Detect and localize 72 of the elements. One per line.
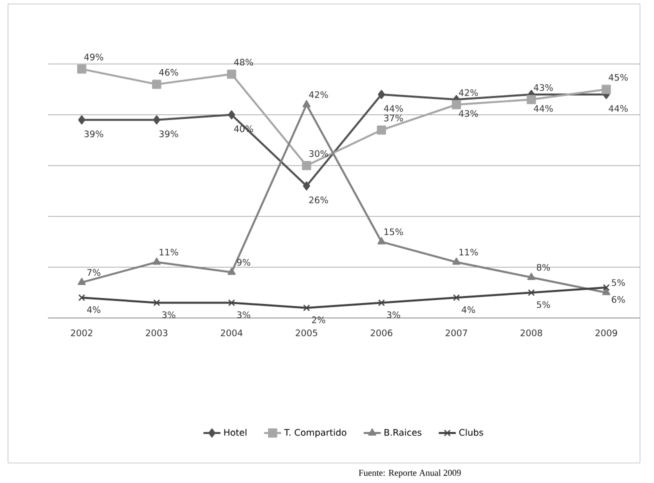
point — [452, 100, 461, 110]
point — [302, 100, 311, 108]
point — [602, 284, 610, 291]
point — [452, 294, 460, 302]
point — [378, 299, 385, 306]
data-label: 2% — [312, 316, 326, 324]
data-label: 44% — [384, 105, 403, 112]
data-label: 3% — [237, 311, 250, 318]
x-tick-label: 2005 — [296, 329, 318, 336]
point — [152, 80, 162, 89]
point — [377, 237, 386, 244]
point — [302, 181, 310, 190]
data-label: 26% — [309, 196, 328, 204]
data-label: 42% — [309, 91, 328, 98]
point — [602, 288, 610, 296]
point — [528, 289, 535, 296]
data-label: 5% — [612, 279, 625, 286]
data-label: 9% — [237, 258, 250, 266]
x-tick-label: 2009 — [596, 329, 618, 336]
legend-label: Clubs — [459, 428, 484, 436]
point — [303, 304, 310, 312]
point — [78, 294, 86, 302]
point — [526, 94, 536, 104]
data-label: 37% — [384, 114, 403, 122]
data-label: 48% — [234, 58, 254, 66]
data-label: 39% — [84, 130, 104, 138]
point — [77, 64, 86, 74]
data-label: 4% — [462, 306, 476, 314]
data-label: 49% — [84, 54, 104, 60]
point — [228, 110, 236, 120]
point — [153, 299, 160, 306]
point — [153, 115, 160, 124]
legend-label: B.Raices — [384, 428, 422, 436]
data-label: 7% — [87, 269, 100, 276]
point — [378, 90, 386, 100]
source-note: Fuente: Reporte Anual 2009 — [358, 470, 461, 478]
data-label: 11% — [459, 248, 478, 256]
point — [227, 70, 236, 79]
point — [376, 125, 386, 135]
x-tick-label: 2002 — [70, 329, 92, 336]
data-label: 8% — [536, 264, 550, 271]
legend-label: Hotel — [224, 428, 246, 436]
x-tick-label: 2006 — [370, 329, 392, 336]
point — [527, 272, 536, 280]
data-label: 45% — [608, 74, 628, 81]
x-tick-label: 2004 — [220, 329, 242, 336]
data-label: 43% — [534, 84, 553, 91]
point — [152, 258, 161, 265]
point — [602, 84, 611, 94]
x-tick-label: 2008 — [520, 329, 542, 336]
data-label: 4% — [87, 306, 100, 314]
point — [452, 258, 460, 265]
legend-label: T. Compartido — [284, 428, 346, 438]
data-label: 5% — [536, 301, 550, 308]
data-label: 39% — [159, 130, 178, 138]
data-label: 15% — [384, 228, 403, 236]
point — [228, 299, 236, 306]
point — [228, 268, 236, 275]
data-label: 42% — [458, 89, 478, 96]
data-label: 3% — [387, 311, 400, 318]
data-label: 11% — [160, 248, 178, 256]
data-label: 44% — [534, 105, 553, 112]
data-label: 30% — [309, 150, 328, 157]
x-tick-label: 2003 — [146, 329, 168, 336]
x-tick-label: 2007 — [446, 329, 468, 336]
point — [302, 161, 312, 170]
data-label: 6% — [612, 296, 625, 303]
data-label: 46% — [159, 68, 178, 76]
data-label: 44% — [608, 105, 628, 112]
data-label: 3% — [162, 311, 176, 318]
point — [78, 115, 86, 124]
point — [78, 278, 86, 286]
